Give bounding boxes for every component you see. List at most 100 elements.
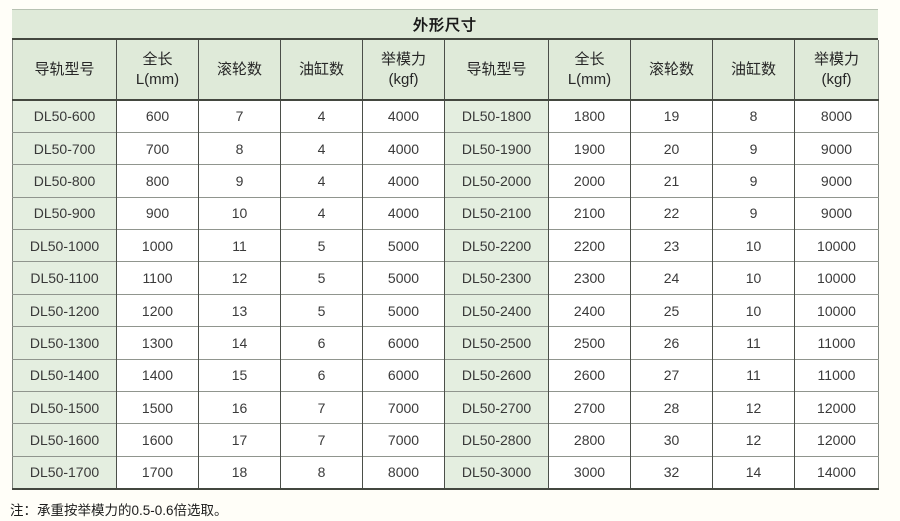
value-cell: 1900 — [548, 131, 631, 165]
value-cell: 26 — [630, 326, 713, 360]
value-cell: 1100 — [116, 261, 199, 295]
value-cell: 9 — [712, 164, 795, 198]
value-cell: 6000 — [362, 358, 445, 392]
value-cell: 5 — [280, 229, 363, 262]
value-cell: 8000 — [362, 455, 445, 489]
value-cell: 6000 — [362, 326, 445, 360]
column-header: 滚轮数 — [630, 40, 713, 101]
model-cell: DL50-2200 — [444, 229, 549, 262]
model-cell: DL50-2300 — [444, 261, 549, 295]
table-row: DL50-1200 1200 13 5 5000 DL50-2400 2400 25 10 100… — [12, 293, 879, 327]
value-cell: 8 — [712, 100, 795, 133]
value-cell: 20 — [630, 131, 713, 165]
value-cell: 12000 — [794, 391, 879, 424]
value-cell: 23 — [630, 229, 713, 262]
value-cell: 10000 — [794, 261, 879, 295]
model-cell: DL50-800 — [12, 164, 117, 198]
value-cell: 5000 — [362, 293, 445, 327]
value-cell: 9 — [712, 131, 795, 165]
value-cell: 12 — [198, 261, 281, 295]
value-cell: 5 — [280, 293, 363, 327]
value-cell: 7000 — [362, 391, 445, 424]
value-cell: 15 — [198, 358, 281, 392]
value-cell: 2500 — [548, 326, 631, 360]
value-cell: 10 — [198, 196, 281, 230]
value-cell: 4 — [280, 131, 363, 165]
value-cell: 10000 — [794, 229, 879, 262]
value-cell: 1200 — [116, 293, 199, 327]
value-cell: 4000 — [362, 100, 445, 133]
value-cell: 2300 — [548, 261, 631, 295]
model-cell: DL50-2600 — [444, 358, 549, 392]
column-header: 油缸数 — [712, 40, 795, 101]
value-cell: 4 — [280, 164, 363, 198]
value-cell: 8 — [198, 131, 281, 165]
value-cell: 14 — [712, 455, 795, 489]
value-cell: 25 — [630, 293, 713, 327]
model-cell: DL50-2800 — [444, 423, 549, 457]
value-cell: 6 — [280, 326, 363, 360]
value-cell: 28 — [630, 391, 713, 424]
table-row: DL50-1500 1500 16 7 7000 DL50-2700 2700 28 12 120… — [12, 391, 879, 424]
value-cell: 1700 — [116, 455, 199, 489]
column-header: 全长 L(mm) — [548, 40, 631, 101]
value-cell: 2800 — [548, 423, 631, 457]
value-cell: 2100 — [548, 196, 631, 230]
value-cell: 1300 — [116, 326, 199, 360]
model-cell: DL50-700 — [12, 131, 117, 165]
model-cell: DL50-3000 — [444, 455, 549, 489]
table-row: DL50-1300 1300 14 6 6000 DL50-2500 2500 26 11 110… — [12, 326, 879, 360]
value-cell: 1600 — [116, 423, 199, 457]
value-cell: 14000 — [794, 455, 879, 489]
model-cell: DL50-1500 — [12, 391, 117, 424]
column-header: 滚轮数 — [198, 40, 281, 101]
table-row: DL50-1000 1000 11 5 5000 DL50-2200 2200 23 10 100… — [12, 229, 879, 262]
value-cell: 10000 — [794, 293, 879, 327]
value-cell: 700 — [116, 131, 199, 165]
value-cell: 2000 — [548, 164, 631, 198]
value-cell: 1500 — [116, 391, 199, 424]
value-cell: 5 — [280, 261, 363, 295]
model-cell: DL50-1000 — [12, 229, 117, 262]
value-cell: 9000 — [794, 131, 879, 165]
value-cell: 2400 — [548, 293, 631, 327]
model-cell: DL50-2400 — [444, 293, 549, 327]
value-cell: 32 — [630, 455, 713, 489]
value-cell: 14 — [198, 326, 281, 360]
value-cell: 11 — [198, 229, 281, 262]
value-cell: 11 — [712, 326, 795, 360]
model-cell: DL50-600 — [12, 100, 117, 133]
value-cell: 27 — [630, 358, 713, 392]
value-cell: 30 — [630, 423, 713, 457]
value-cell: 7 — [280, 391, 363, 424]
value-cell: 18 — [198, 455, 281, 489]
value-cell: 16 — [198, 391, 281, 424]
model-cell: DL50-1900 — [444, 131, 549, 165]
table-row: DL50-1700 1700 18 8 8000 DL50-3000 3000 32 14 140… — [12, 455, 879, 489]
table-row: DL50-800 800 9 4 4000 DL50-2000 2000 21 9 9000 — [12, 164, 879, 198]
value-cell: 1400 — [116, 358, 199, 392]
table-row: DL50-1400 1400 15 6 6000 DL50-2600 2600 27 11 110… — [12, 358, 879, 392]
value-cell: 7 — [280, 423, 363, 457]
model-cell: DL50-2100 — [444, 196, 549, 230]
footnote: 注：承重按举模力的0.5-0.6倍选取。 — [10, 502, 228, 518]
value-cell: 5000 — [362, 229, 445, 262]
value-cell: 12000 — [794, 423, 879, 457]
model-cell: DL50-1400 — [12, 358, 117, 392]
value-cell: 900 — [116, 196, 199, 230]
value-cell: 11 — [712, 358, 795, 392]
dimension-table: 导轨型号 全长 L(mm) 滚轮数 油缸数 举模力 (kgf) 导轨型号 全长 L(mm) 滚轮数油… — [12, 40, 879, 490]
value-cell: 9000 — [794, 196, 879, 230]
value-cell: 600 — [116, 100, 199, 133]
value-cell: 12 — [712, 423, 795, 457]
value-cell: 4000 — [362, 131, 445, 165]
column-header: 导轨型号 — [444, 40, 549, 101]
value-cell: 4 — [280, 196, 363, 230]
table-row: DL50-1100 1100 12 5 5000 DL50-2300 2300 24 10 100… — [12, 261, 879, 295]
column-header: 举模力 (kgf) — [362, 40, 445, 101]
header-row: 导轨型号 全长 L(mm) 滚轮数 油缸数 举模力 (kgf) 导轨型号 全长 L(mm) 滚轮数油… — [12, 40, 879, 101]
value-cell: 8 — [280, 455, 363, 489]
value-cell: 24 — [630, 261, 713, 295]
value-cell: 12 — [712, 391, 795, 424]
value-cell: 1000 — [116, 229, 199, 262]
